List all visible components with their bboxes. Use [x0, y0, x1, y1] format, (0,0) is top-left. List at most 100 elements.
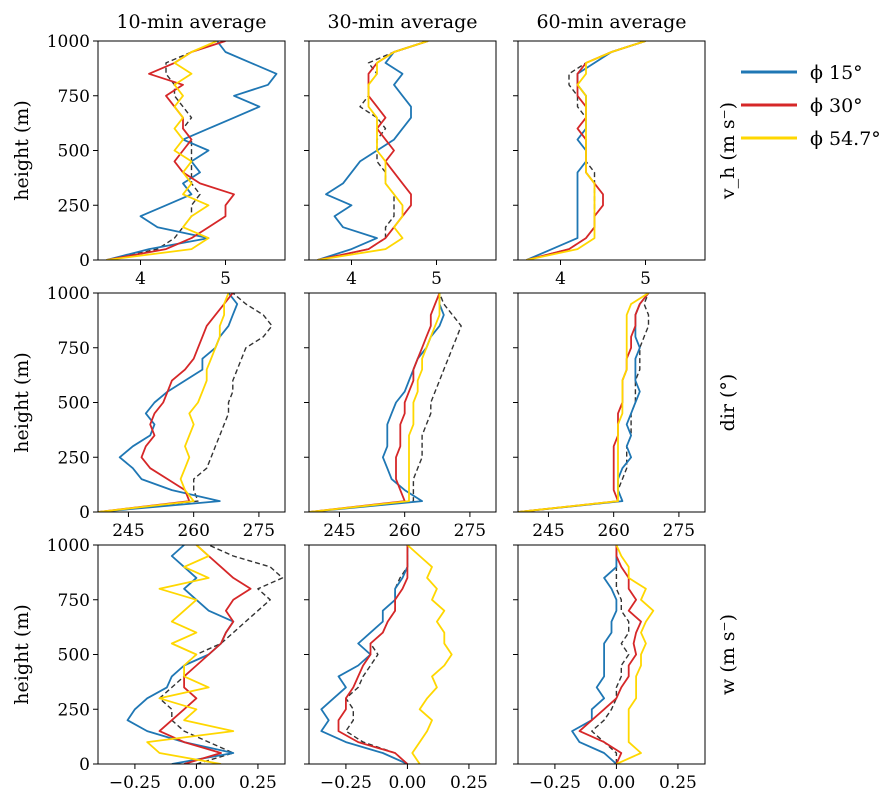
series-line-ref	[518, 293, 650, 512]
y-tick-label: 750	[58, 87, 90, 107]
panel-frame	[517, 544, 706, 765]
series-line-p15	[571, 545, 618, 764]
series-line-p547	[615, 545, 655, 764]
series-line-p547	[317, 41, 429, 260]
y-tick-label: 500	[58, 142, 90, 162]
series-line-p15	[320, 545, 409, 764]
series-line-p30	[317, 41, 429, 260]
panel-frame	[517, 292, 706, 513]
y-tick-label: 750	[58, 339, 90, 359]
y-tick-label: 0	[79, 755, 90, 775]
series-line-p547	[106, 41, 218, 260]
x-tick-label: 260	[177, 521, 209, 541]
panel-frame	[517, 40, 706, 261]
x-tick-label: 4	[135, 269, 146, 289]
series-line-p547	[526, 41, 646, 260]
x-tick-label: 4	[346, 269, 357, 289]
row-label-w: w (m s⁻)	[717, 614, 739, 695]
series-line-p30	[518, 293, 650, 512]
panel-lines	[309, 293, 462, 512]
y-tick-label: 1000	[47, 284, 90, 304]
y-axis-label-row-1: height (m)	[11, 100, 33, 200]
panel-frame	[97, 544, 286, 765]
y-tick-label: 0	[79, 503, 90, 523]
series-line-p15	[98, 293, 239, 512]
series-line-p547	[146, 545, 235, 764]
x-tick-label: 0.25	[659, 773, 697, 793]
series-line-p15	[126, 545, 235, 764]
x-tick-label: 275	[663, 521, 695, 541]
y-tick-label: 1000	[47, 536, 90, 556]
x-tick-label: 245	[532, 521, 564, 541]
series-line-ref	[309, 293, 462, 512]
y-tick-label: 1000	[47, 32, 90, 52]
series-line-p15	[309, 293, 445, 512]
x-tick-label: −0.25	[320, 773, 372, 793]
series-line-p547	[309, 293, 441, 512]
panel-lines	[571, 545, 655, 764]
column-title-2: 30-min average	[327, 11, 477, 33]
panel-lines	[518, 293, 650, 512]
x-tick-label: 5	[220, 269, 231, 289]
y-tick-label: 500	[58, 394, 90, 414]
series-line-ref	[98, 293, 273, 512]
series-line-p30	[106, 41, 235, 260]
x-tick-label: 260	[388, 521, 420, 541]
series-line-p547	[518, 293, 649, 512]
x-tick-label: 4	[555, 269, 566, 289]
panel-dir-1: 0 250 500 750 1000 245 260 275	[47, 284, 286, 541]
y-tick-label: 250	[58, 448, 90, 468]
series-line-p30	[337, 545, 409, 764]
panel-dir-2: 245 260 275	[304, 292, 497, 541]
column-title-1: 10-min average	[116, 11, 266, 33]
row-label-vh: v_h (m s⁻)	[717, 102, 739, 200]
series-line-p30	[309, 293, 441, 512]
series-line-p30	[158, 545, 252, 764]
panel-w-2: −0.25 0.00 0.25	[304, 544, 497, 793]
series-line-p15	[317, 41, 429, 260]
panel-lines	[106, 41, 278, 260]
x-tick-label: −0.25	[529, 773, 581, 793]
legend-entry-2: ϕ 30°	[810, 95, 863, 117]
panel-w-3: −0.25 0.00 0.25	[513, 544, 706, 793]
series-line-p30	[578, 545, 642, 764]
x-tick-label: 5	[431, 269, 442, 289]
panel-lines	[126, 545, 284, 764]
series-line-ref	[317, 41, 429, 260]
series-line-ref	[158, 545, 284, 764]
panel-lines	[320, 545, 453, 764]
y-axis-label-row-3: height (m)	[11, 604, 33, 704]
y-tick-label: 500	[58, 646, 90, 666]
x-tick-label: 0.25	[450, 773, 488, 793]
legend: ϕ 15° ϕ 30° ϕ 54.7°	[741, 62, 881, 150]
panel-lines	[526, 41, 646, 260]
series-line-p15	[518, 293, 650, 512]
x-tick-label: 0.00	[177, 773, 215, 793]
panel-dir-3: 245 260 275	[513, 292, 706, 541]
legend-entry-3: ϕ 54.7°	[810, 128, 881, 150]
row-label-dir: dir (°)	[717, 374, 739, 432]
y-tick-label: 0	[79, 251, 90, 271]
y-tick-label: 750	[58, 591, 90, 611]
x-tick-label: 245	[112, 521, 144, 541]
x-tick-label: 0.25	[239, 773, 277, 793]
x-tick-label: 0.00	[388, 773, 426, 793]
x-tick-label: −0.25	[109, 773, 161, 793]
series-line-p547	[98, 293, 230, 512]
panel-w-1: 0 250 500 750 1000 −0.25 0.00 0.25	[47, 536, 286, 793]
series-line-p30	[98, 293, 234, 512]
series-line-ref	[106, 41, 218, 260]
y-axis-label-row-2: height (m)	[11, 352, 33, 452]
legend-entry-1: ϕ 15°	[810, 62, 863, 84]
series-line-ref	[591, 545, 630, 764]
panel-vh-1: 0 250 500 750 1000 4 5	[47, 32, 286, 289]
x-tick-label: 245	[323, 521, 355, 541]
x-tick-label: 275	[454, 521, 486, 541]
x-tick-label: 5	[640, 269, 651, 289]
column-title-3: 60-min average	[536, 11, 686, 33]
y-tick-label: 250	[58, 196, 90, 216]
